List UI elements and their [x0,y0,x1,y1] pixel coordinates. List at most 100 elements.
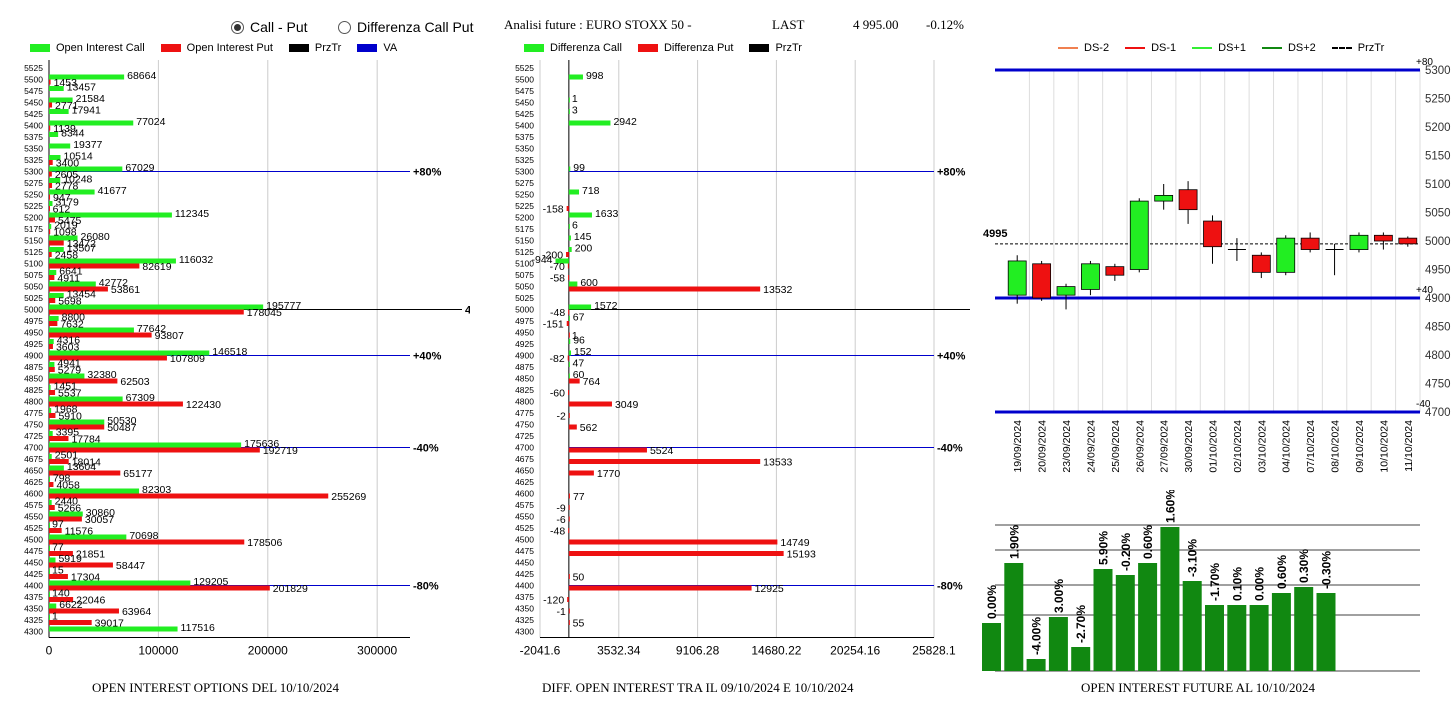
call-value-label: 13457 [67,82,96,94]
strike-tick-label: 5275 [515,178,534,188]
call-value-label: 97 [52,519,64,531]
put-value-label: 764 [583,376,601,388]
put-value-label: 50 [573,572,585,584]
put-bar [567,597,569,602]
legend-label: PrzTr [1357,42,1385,54]
put-bar [49,424,105,430]
call-value-label: 145 [574,231,592,243]
put-bar [49,562,113,568]
legend-item-oi-call: Open Interest Call [30,42,145,54]
annotation-label: +80% [937,167,966,179]
strike-tick-label: 5325 [24,155,43,165]
call-value-label: 6 [572,220,578,232]
call-value-label: 41677 [98,185,127,197]
strike-tick-label: 5250 [515,190,534,200]
legend-label: DS-1 [1151,42,1177,54]
call-bar [49,523,50,528]
put-bar [49,252,52,257]
oi-bar-label: -4.00% [1030,617,1044,655]
annotation-label: -80% [937,581,963,593]
put-value-label: 1770 [597,468,621,480]
call-bar [49,132,59,137]
annotation-label: +40% [413,351,442,363]
last-label: LAST [772,17,805,32]
strike-tick-label: 4675 [24,454,43,464]
call-bar [49,316,59,321]
strike-tick-label: 5075 [515,270,534,280]
band-label: +40 [1416,285,1433,296]
strike-tick-label: 4800 [24,397,43,407]
put-value-label: 82619 [142,261,171,273]
strike-tick-label: 5450 [515,98,534,108]
x-tick-label: 03/10/2024 [1256,420,1268,473]
put-bar [49,344,53,349]
annotation-label: -80% [413,581,439,593]
legend-swatch [30,44,50,52]
put-bar [49,574,68,579]
legend-label: Differenza Put [663,42,734,54]
strike-tick-label: 5100 [24,259,43,269]
strike-tick-label: 4775 [515,408,534,418]
put-value-label: 77 [573,491,585,503]
call-bar [49,189,95,195]
call-value-label: 67309 [126,392,155,404]
put-bar [49,240,64,246]
call-value-label: 6622 [59,599,83,611]
radio-call-put[interactable]: Call - Put [231,19,308,35]
put-value-label: -82 [550,353,565,365]
call-bar [49,212,172,218]
oi-bar [1004,563,1024,671]
call-bar [49,569,50,574]
x-tick-label: 14680.22 [751,644,801,658]
y-tick-label: 5200 [1425,122,1451,134]
put-value-label: 5475 [58,215,82,227]
strike-tick-label: 5100 [515,259,534,269]
oi-bar [1093,569,1113,671]
annotation-label: -40% [413,443,439,455]
call-bar [49,247,64,252]
put-bar [49,447,260,453]
call-bar [568,316,570,321]
strike-tick-label: 4800 [515,397,534,407]
put-bar [49,263,140,269]
legend-swatch [637,44,658,52]
change-value: -0.12% [926,17,964,32]
legend-item-ds-p2: DS+2 [1261,42,1316,54]
strike-tick-label: 4600 [515,489,534,499]
call-value-label: -944 [532,254,553,266]
put-bar [568,608,570,614]
put-bar [568,309,570,315]
legend-swatch [357,44,378,52]
band-label: -40 [1416,399,1431,410]
strike-tick-label: 4625 [515,477,534,487]
put-bar [49,482,54,487]
put-value-label: -48 [550,307,565,319]
y-tick-label: 5050 [1425,208,1451,220]
put-bar [568,459,761,464]
strike-tick-label: 5525 [24,63,43,73]
call-bar [568,362,570,367]
strike-tick-label: 4850 [515,374,534,384]
call-value-label: 1 [52,611,58,623]
y-tick-label: 5000 [1425,236,1451,248]
put-value-label: -60 [550,388,565,400]
candle-body [1276,237,1296,273]
put-bar [49,171,52,177]
call-bar [49,281,96,287]
strike-tick-label: 5375 [24,132,43,142]
call-bar [49,557,56,563]
radio-diff-call-put[interactable]: Differenza Call Put [338,19,473,35]
strike-tick-label: 5300 [24,167,43,177]
put-value-label: 22046 [76,595,105,607]
oi-bar-label: -2.70% [1074,605,1088,643]
call-bar [568,373,570,379]
strike-tick-label: 5025 [24,293,43,303]
candle-body [1251,254,1271,273]
legend-line [1331,47,1352,49]
call-bar [49,97,73,103]
put-bar [49,355,167,361]
candle-body [1349,234,1369,250]
put-bar [49,102,53,108]
call-bar [49,235,78,241]
put-bar [49,378,118,384]
